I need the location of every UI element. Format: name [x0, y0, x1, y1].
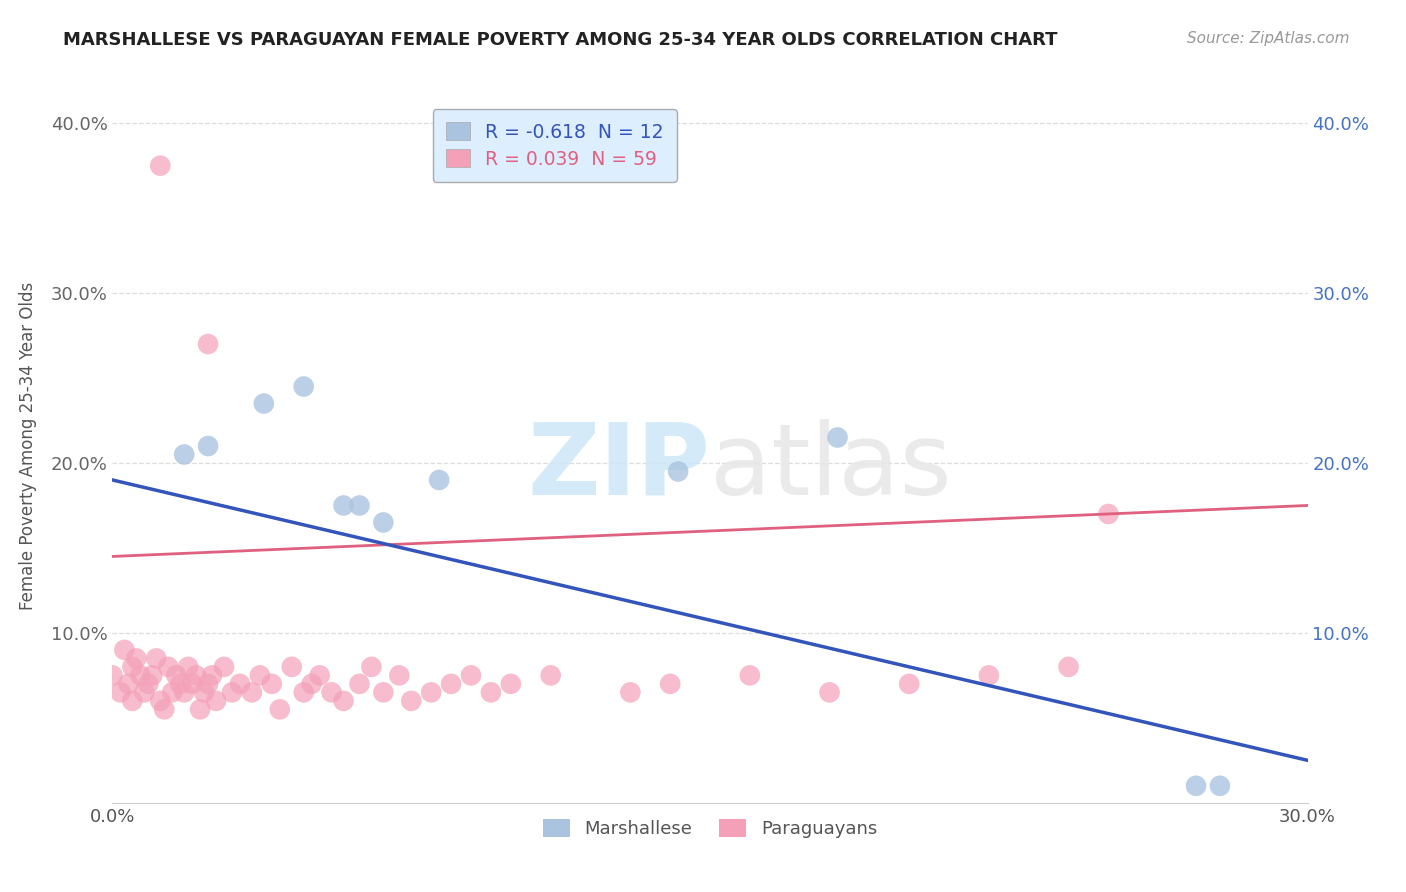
Point	[141, 668, 163, 682]
Point	[619, 685, 641, 699]
Point	[321, 685, 343, 699]
Point	[186, 668, 208, 682]
Point	[292, 685, 315, 699]
Point	[332, 499, 354, 513]
Point	[197, 337, 219, 351]
Point	[349, 499, 371, 513]
Point	[125, 651, 148, 665]
Point	[188, 702, 211, 716]
Point	[221, 685, 243, 699]
Point	[401, 694, 423, 708]
Point	[1097, 507, 1119, 521]
Point	[360, 660, 382, 674]
Point	[177, 660, 200, 674]
Point	[193, 685, 215, 699]
Point	[1185, 779, 1208, 793]
Point	[373, 516, 395, 530]
Point	[440, 677, 463, 691]
Point	[121, 660, 143, 674]
Text: atlas: atlas	[710, 419, 952, 516]
Point	[738, 668, 761, 682]
Point	[165, 668, 187, 682]
Point	[479, 685, 502, 699]
Point	[229, 677, 252, 691]
Point	[169, 677, 191, 691]
Point	[301, 677, 323, 691]
Point	[157, 660, 180, 674]
Point	[281, 660, 304, 674]
Text: Source: ZipAtlas.com: Source: ZipAtlas.com	[1187, 31, 1350, 46]
Point	[269, 702, 291, 716]
Point	[117, 677, 139, 691]
Point	[292, 379, 315, 393]
Point	[253, 396, 276, 410]
Point	[427, 473, 450, 487]
Point	[197, 439, 219, 453]
Point	[818, 685, 841, 699]
Point	[540, 668, 562, 682]
Point	[145, 651, 167, 665]
Point	[129, 668, 152, 682]
Point	[499, 677, 522, 691]
Point	[197, 677, 219, 691]
Point	[110, 685, 132, 699]
Point	[898, 677, 921, 691]
Point	[260, 677, 283, 691]
Point	[373, 685, 395, 699]
Point	[121, 694, 143, 708]
Point	[332, 694, 354, 708]
Text: ZIP: ZIP	[527, 419, 710, 516]
Point	[101, 668, 124, 682]
Point	[666, 465, 689, 479]
Point	[173, 448, 195, 462]
Point	[212, 660, 235, 674]
Point	[173, 685, 195, 699]
Point	[181, 677, 204, 691]
Point	[138, 677, 160, 691]
Point	[420, 685, 443, 699]
Y-axis label: Female Poverty Among 25-34 Year Olds: Female Poverty Among 25-34 Year Olds	[18, 282, 37, 610]
Point	[460, 668, 482, 682]
Point	[349, 677, 371, 691]
Point	[249, 668, 271, 682]
Text: MARSHALLESE VS PARAGUAYAN FEMALE POVERTY AMONG 25-34 YEAR OLDS CORRELATION CHART: MARSHALLESE VS PARAGUAYAN FEMALE POVERTY…	[63, 31, 1057, 49]
Point	[240, 685, 263, 699]
Point	[114, 643, 135, 657]
Point	[149, 694, 172, 708]
Point	[308, 668, 330, 682]
Point	[977, 668, 1000, 682]
Point	[1057, 660, 1080, 674]
Point	[201, 668, 224, 682]
Point	[1209, 779, 1232, 793]
Point	[153, 702, 176, 716]
Point	[827, 430, 849, 444]
Legend: Marshallese, Paraguayans: Marshallese, Paraguayans	[534, 811, 886, 847]
Point	[388, 668, 411, 682]
Point	[134, 685, 156, 699]
Point	[149, 159, 172, 173]
Point	[659, 677, 682, 691]
Point	[205, 694, 228, 708]
Point	[162, 685, 183, 699]
